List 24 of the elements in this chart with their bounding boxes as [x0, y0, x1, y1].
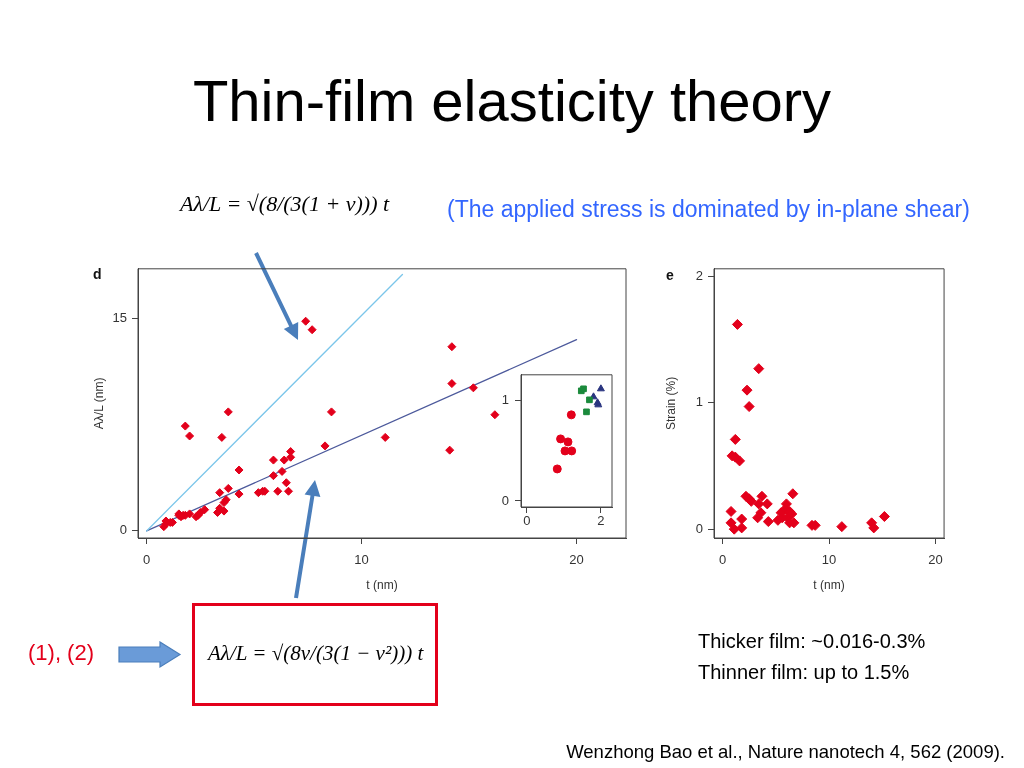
x-tick-label: 10 — [821, 552, 837, 568]
x-tick-label: 20 — [569, 552, 584, 568]
text: Thin-film elasticity theory — [192, 68, 832, 133]
x-tick-label: 10 — [354, 552, 369, 568]
text: Thicker film: ~0.016-0.3% — [698, 630, 926, 652]
y-tick-label: 1 — [695, 394, 703, 410]
text: Thinner film: up to 1.5% — [698, 661, 910, 683]
chart-title: d — [93, 265, 102, 282]
x-tick-label: 20 — [928, 552, 943, 568]
text: (1), (2) — [28, 640, 94, 665]
text: Aλ/L = √(8/(3(1 + ν))) t — [180, 191, 390, 216]
y-tick-label: 2 — [695, 267, 703, 283]
y-tick-label: 1 — [501, 392, 509, 408]
y-axis-title: Aλ/L (nm) — [91, 377, 106, 430]
x-tick-label: 0 — [142, 552, 151, 568]
chart-title: e — [666, 266, 674, 283]
text: Wenzhong Bao et al., Nature nanotech 4, 562 (2009). — [566, 741, 1005, 762]
y-tick-label: 15 — [112, 309, 127, 325]
x-axis-title: t (nm) — [366, 578, 398, 593]
x-tick-label: 0 — [718, 552, 727, 568]
text: Aλ/L = √(8ν/(3(1 − ν²))) t — [208, 641, 424, 665]
text: (The applied stress is dominated by in-plane shear) — [447, 196, 970, 222]
x-axis-title: t (nm) — [813, 578, 845, 593]
y-axis-title: Strain (%) — [663, 376, 678, 431]
